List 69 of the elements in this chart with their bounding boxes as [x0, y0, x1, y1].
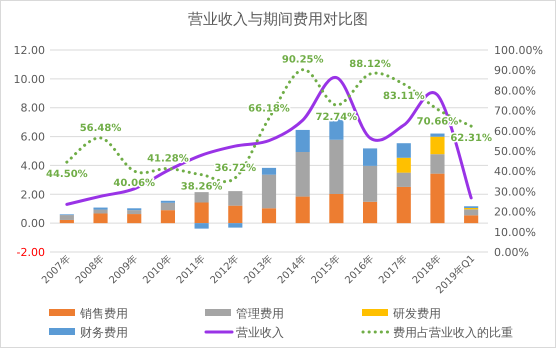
bar: [464, 209, 478, 216]
y2-tick-label: 60.00%: [494, 124, 536, 138]
bar: [464, 215, 478, 224]
y2-tick-label: 80.00%: [494, 84, 536, 98]
bar: [329, 140, 344, 194]
y-tick-label: 8.00: [20, 102, 45, 115]
y-tick-label: 10.00: [14, 72, 45, 86]
y2-tick-label: 100.00%: [494, 44, 543, 57]
data-label: 44.50%: [46, 169, 88, 180]
data-label: 88.12%: [349, 59, 391, 70]
y-tick-label: 12.00: [14, 44, 45, 57]
y-tick-label: 6.00: [20, 130, 45, 144]
bar: [228, 223, 242, 228]
y2-tick-label: 70.00%: [494, 104, 536, 118]
bar: [194, 202, 209, 224]
data-label: 41.28%: [147, 154, 189, 165]
bar: [60, 215, 74, 220]
bar: [363, 202, 378, 224]
bar: [430, 154, 445, 174]
legend-label: 财务费用: [80, 326, 128, 340]
y-tick-label: 2.00: [20, 188, 45, 202]
bar: [160, 202, 175, 210]
data-label: 38.26%: [180, 182, 222, 193]
legend-label: 研发费用: [393, 306, 441, 320]
bar: [396, 172, 411, 187]
legend-label: 销售费用: [79, 306, 128, 320]
y-tick-label: -2.00: [16, 246, 45, 259]
legend-label: 管理费用: [236, 306, 284, 320]
y-tick-label: 4.00: [20, 159, 45, 172]
bar: [93, 213, 108, 224]
y2-tick-label: 30.00%: [494, 185, 536, 198]
bar: [262, 174, 276, 208]
bar: [127, 214, 142, 224]
bar: [194, 192, 209, 203]
y2-tick-label: 40.00%: [494, 165, 536, 178]
y2-tick-label: 20.00%: [494, 206, 536, 219]
bar: [430, 174, 445, 224]
bar: [430, 136, 445, 154]
bar: [296, 130, 310, 152]
y2-tick-label: 50.00%: [494, 145, 536, 158]
bar: [430, 134, 445, 137]
bar: [296, 152, 310, 197]
bar: [194, 223, 209, 229]
bar: [396, 158, 411, 173]
chart-title: 营业收入与期间费用对比图: [188, 10, 368, 28]
data-label: 66.18%: [248, 103, 290, 114]
y2-tick-label: 0.00%: [494, 246, 529, 259]
bar: [329, 194, 344, 224]
bar: [93, 210, 108, 214]
bar: [363, 148, 378, 166]
bar: [262, 208, 276, 224]
data-label: 90.25%: [282, 54, 324, 66]
y2-tick-label: 10.00%: [494, 226, 536, 239]
bar: [396, 143, 411, 158]
bar: [228, 191, 242, 206]
bar: [160, 210, 175, 224]
bar: [396, 186, 411, 224]
bar: [363, 166, 378, 202]
data-label: 36.72%: [214, 162, 256, 174]
legend-label: 营业收入: [236, 326, 284, 340]
data-label: 56.48%: [80, 122, 122, 134]
bar: [296, 196, 310, 224]
bar: [127, 210, 142, 214]
bar: [60, 220, 74, 224]
bar: [228, 206, 242, 224]
y-tick-label: 0.00: [20, 217, 45, 230]
bar: [262, 168, 276, 175]
y2-tick-label: 90.00%: [494, 64, 536, 78]
legend-label: 费用占营业收入的比重: [393, 326, 513, 340]
